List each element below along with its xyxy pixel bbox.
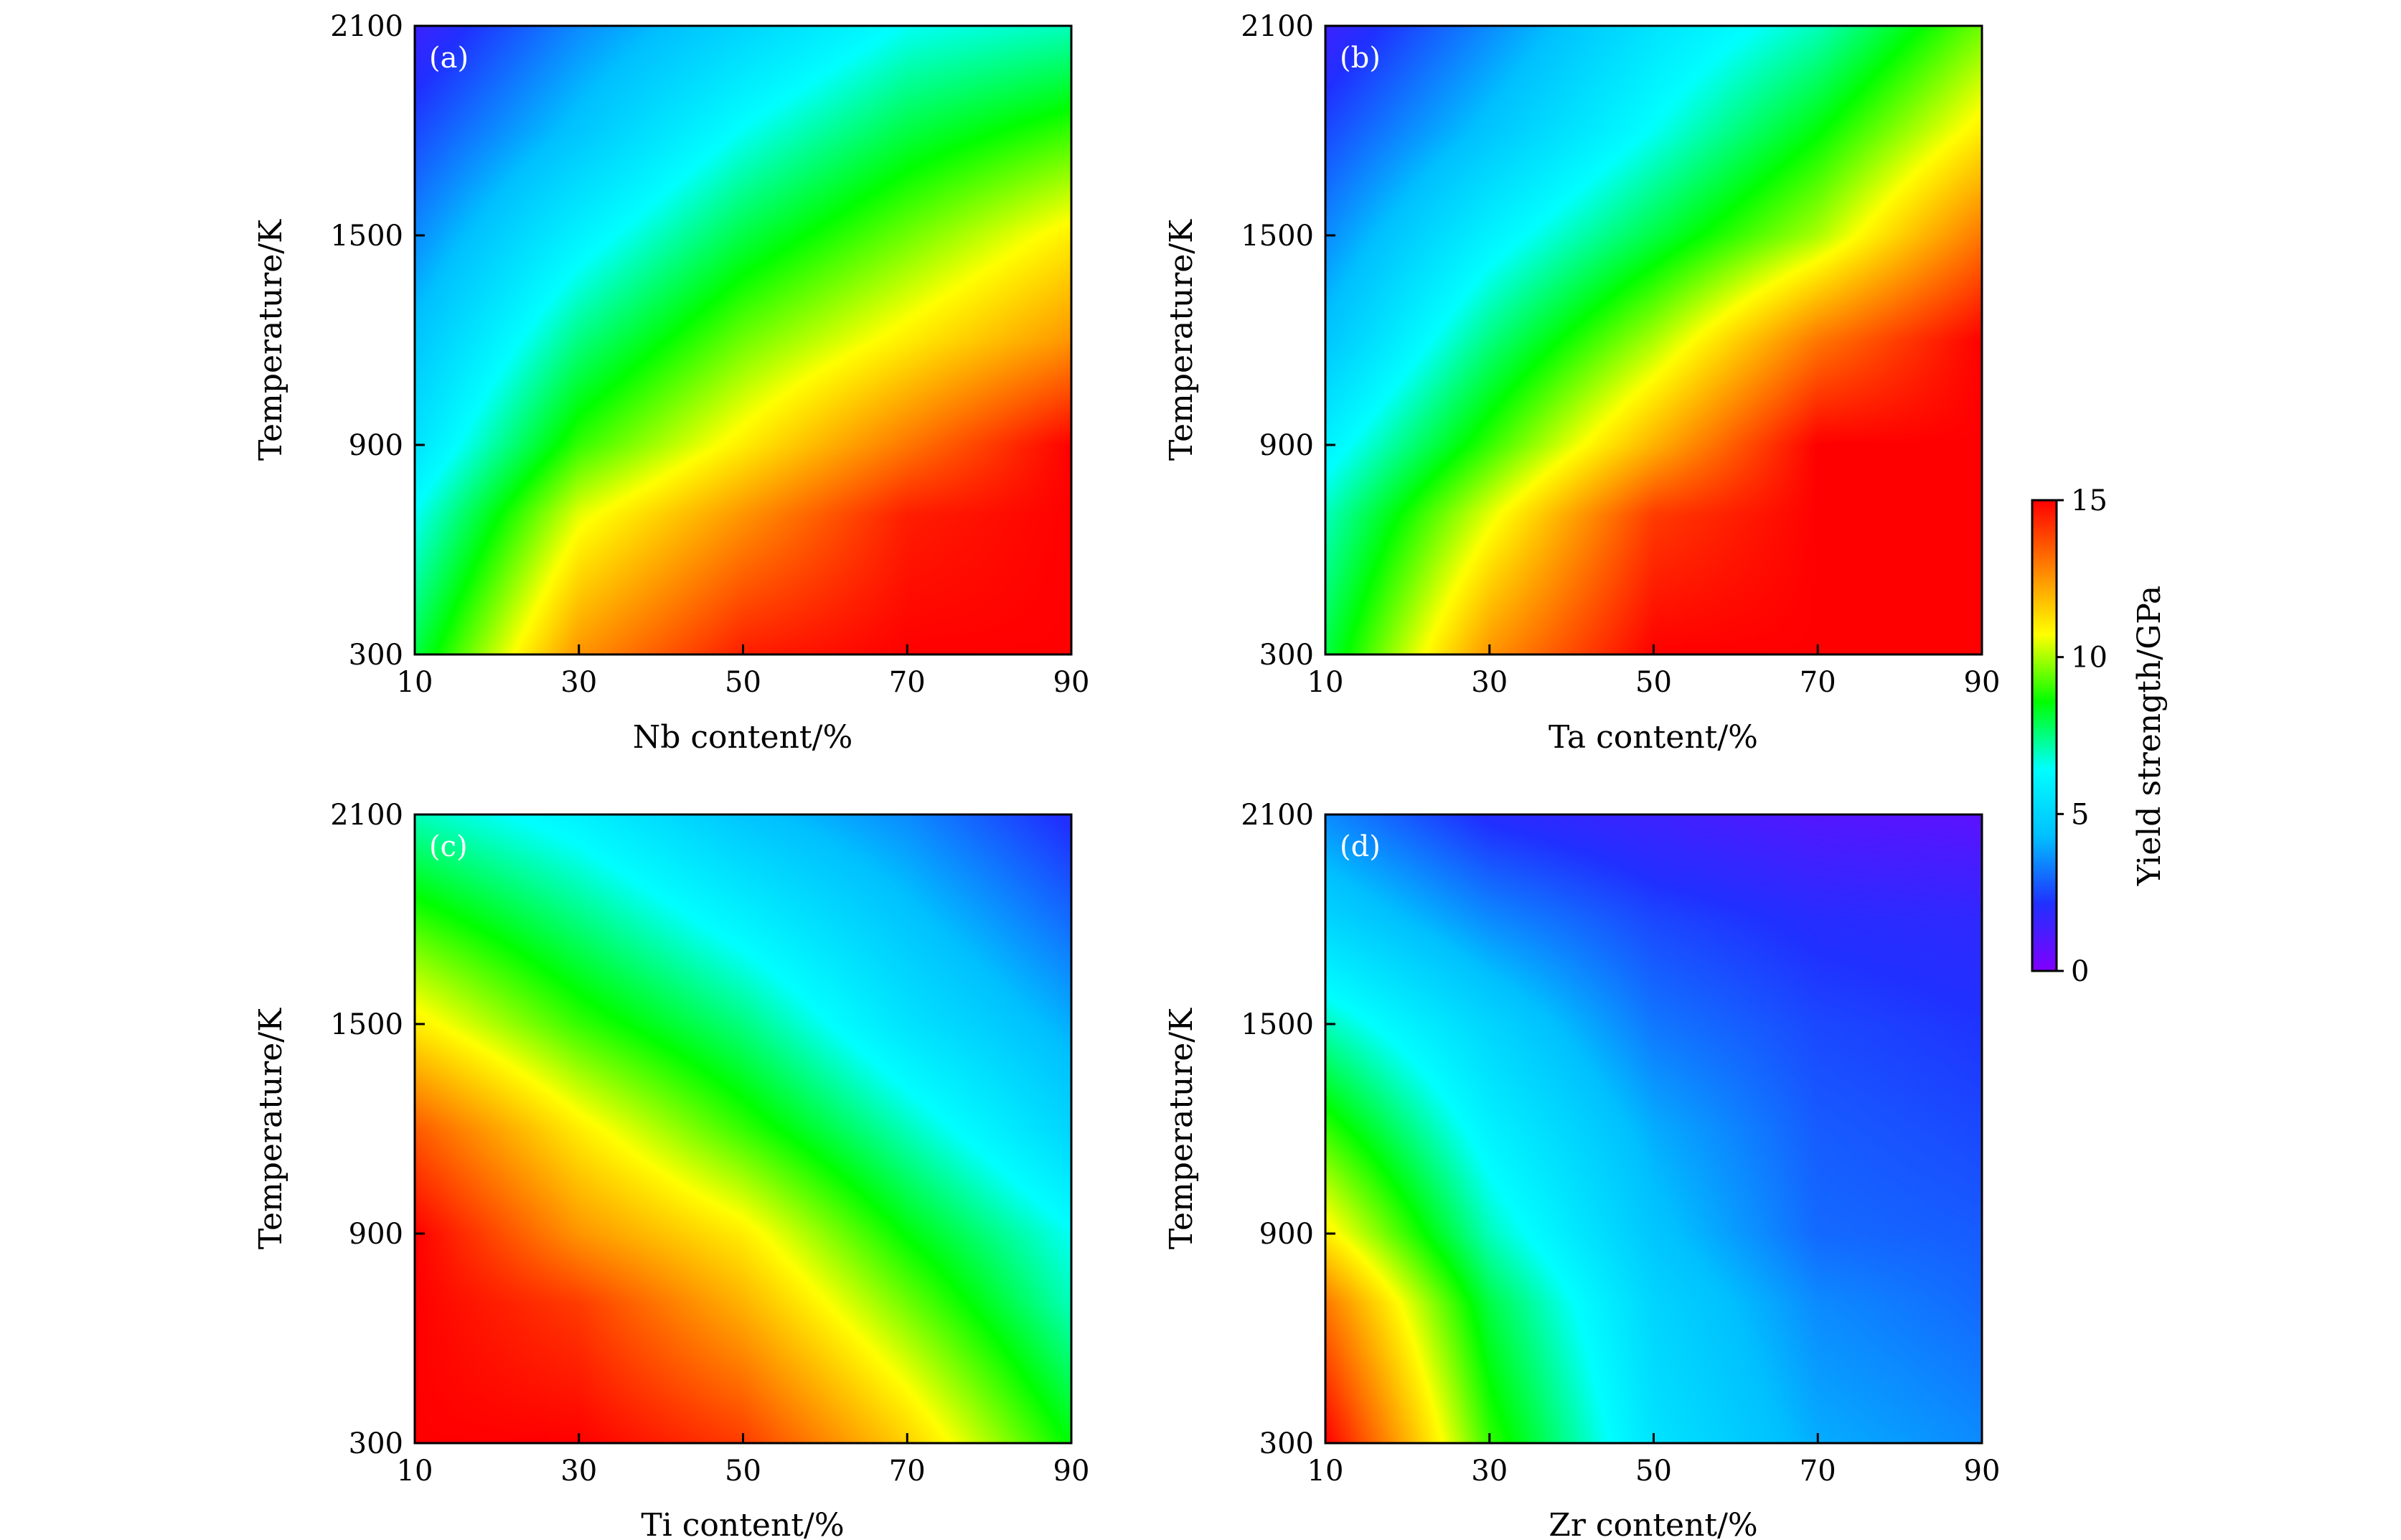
y-axis-label-d: Temperature/K <box>1163 1008 1200 1249</box>
colorbar-ticks: 0 5 10 15 <box>2057 484 2108 988</box>
panel-label-d: (d) <box>1340 830 1381 863</box>
colorbar-tick-label: 0 <box>2071 955 2089 988</box>
colorbar-tick-label: 5 <box>2071 798 2089 831</box>
panel-d: (d) 10 30 50 70 90 300 900 1500 2100 Zr content… <box>1163 799 2000 1540</box>
y-tick-label: 300 <box>1259 639 1314 672</box>
colorbar-tick-label: 15 <box>2071 484 2108 517</box>
colorbar-tick-label: 10 <box>2071 642 2108 675</box>
x-tick-label: 30 <box>1471 666 1508 699</box>
x-tick-label: 90 <box>1964 666 2001 699</box>
y-axis-label-c: Temperature/K <box>253 1008 289 1249</box>
x-tick-label: 90 <box>1053 1455 1090 1488</box>
x-axis-label-d: Zr content/% <box>1549 1507 1757 1540</box>
x-tick-label: 10 <box>397 666 433 699</box>
panel-b: (b) 10 30 50 70 90 300 900 1500 2100 Ta content… <box>1163 10 2000 756</box>
y-tick-label: 900 <box>349 1218 403 1251</box>
colorbar-label: Yield strength/GPa <box>2131 586 2168 886</box>
colorbar: 0 5 10 15 Yield strength/GPa <box>2031 484 2168 988</box>
x-tick-label: 30 <box>1471 1455 1508 1488</box>
x-tick-label: 50 <box>1635 1455 1672 1488</box>
y-tick-label: 2100 <box>1241 10 1314 43</box>
y-tick-label: 900 <box>1259 1218 1314 1251</box>
panel-c: (c) 10 30 50 70 90 300 900 1500 2100 Ti content… <box>253 799 1089 1540</box>
panel-label-c: (c) <box>429 830 468 863</box>
x-tick-label: 30 <box>560 1455 597 1488</box>
y-tick-label: 1500 <box>1241 1008 1314 1041</box>
x-axis-label-a: Nb content/% <box>633 719 853 756</box>
panel-label-b: (b) <box>1340 42 1381 75</box>
x-tick-label: 70 <box>1800 1455 1836 1488</box>
x-axis-label-c: Ti content/% <box>641 1507 844 1540</box>
y-tick-label: 1500 <box>330 1008 403 1041</box>
y-tick-label: 2100 <box>330 10 403 43</box>
y-tick-label: 1500 <box>1241 220 1314 253</box>
panel-label-a: (a) <box>429 42 469 75</box>
heatmap-b <box>1325 26 1982 654</box>
x-tick-label: 50 <box>1635 666 1672 699</box>
x-tick-label: 70 <box>1800 666 1836 699</box>
colorbar-gradient <box>2031 499 2058 972</box>
y-tick-label: 2100 <box>330 799 403 832</box>
y-tick-label: 2100 <box>1241 799 1314 832</box>
x-tick-label: 50 <box>725 666 761 699</box>
y-axis-label-a: Temperature/K <box>253 219 289 461</box>
x-ticks-b: 10 30 50 70 90 <box>1307 644 2001 699</box>
x-ticks-d: 10 30 50 70 90 <box>1307 1433 2001 1488</box>
x-ticks-a: 10 30 50 70 90 <box>397 644 1090 699</box>
x-tick-label: 10 <box>1307 1455 1344 1488</box>
y-ticks-b: 300 900 1500 2100 <box>1241 10 1335 672</box>
y-tick-label: 300 <box>1259 1427 1314 1460</box>
y-ticks-d: 300 900 1500 2100 <box>1241 799 1335 1460</box>
y-tick-label: 300 <box>349 639 403 672</box>
y-ticks-c: 300 900 1500 2100 <box>330 799 425 1460</box>
y-tick-label: 1500 <box>330 220 403 253</box>
x-tick-label: 50 <box>725 1455 761 1488</box>
y-ticks-a: 300 900 1500 2100 <box>330 10 425 672</box>
y-axis-label-b: Temperature/K <box>1163 219 1200 461</box>
x-tick-label: 70 <box>889 1455 926 1488</box>
x-tick-label: 90 <box>1964 1455 2001 1488</box>
panel-a: (a) 10 30 50 70 90 300 900 1500 2100 Nb content… <box>253 10 1089 756</box>
x-tick-label: 30 <box>560 666 597 699</box>
y-tick-label: 900 <box>349 429 403 462</box>
x-axis-label-b: Ta content/% <box>1549 719 1758 756</box>
x-tick-label: 10 <box>397 1455 433 1488</box>
x-tick-label: 90 <box>1053 666 1090 699</box>
x-tick-label: 70 <box>889 666 926 699</box>
y-tick-label: 300 <box>349 1427 403 1460</box>
x-tick-label: 10 <box>1307 666 1344 699</box>
heatmap-c <box>415 814 1071 1443</box>
heatmap-d <box>1325 814 1982 1443</box>
heatmap-a <box>415 26 1071 654</box>
x-ticks-c: 10 30 50 70 90 <box>397 1433 1090 1488</box>
y-tick-label: 900 <box>1259 429 1314 462</box>
